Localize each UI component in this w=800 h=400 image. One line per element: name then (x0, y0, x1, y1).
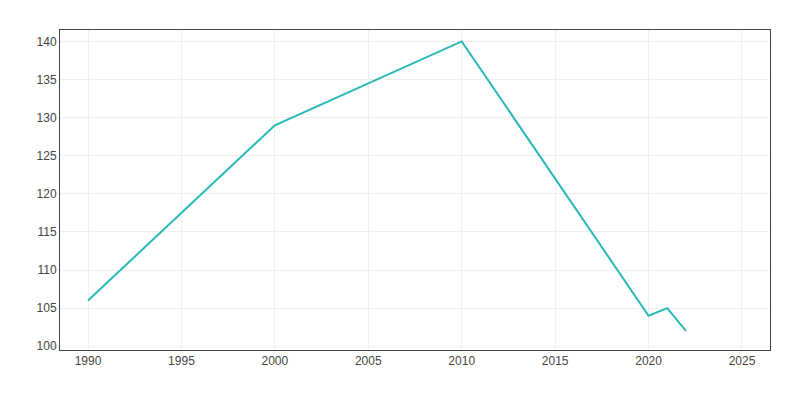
svg-text:140: 140 (37, 35, 57, 49)
svg-text:100: 100 (37, 339, 57, 353)
svg-text:110: 110 (37, 263, 56, 277)
svg-text:2010: 2010 (448, 354, 475, 368)
svg-text:130: 130 (37, 111, 57, 125)
svg-text:2020: 2020 (635, 354, 662, 368)
svg-text:1995: 1995 (168, 354, 195, 368)
svg-text:135: 135 (37, 73, 57, 87)
svg-text:125: 125 (37, 149, 57, 163)
svg-text:2005: 2005 (355, 354, 382, 368)
svg-text:2000: 2000 (262, 354, 289, 368)
svg-text:120: 120 (37, 187, 57, 201)
svg-text:105: 105 (37, 301, 57, 315)
svg-text:2015: 2015 (542, 354, 569, 368)
svg-text:115: 115 (37, 225, 56, 239)
svg-text:2025: 2025 (729, 354, 756, 368)
svg-text:1990: 1990 (75, 354, 102, 368)
